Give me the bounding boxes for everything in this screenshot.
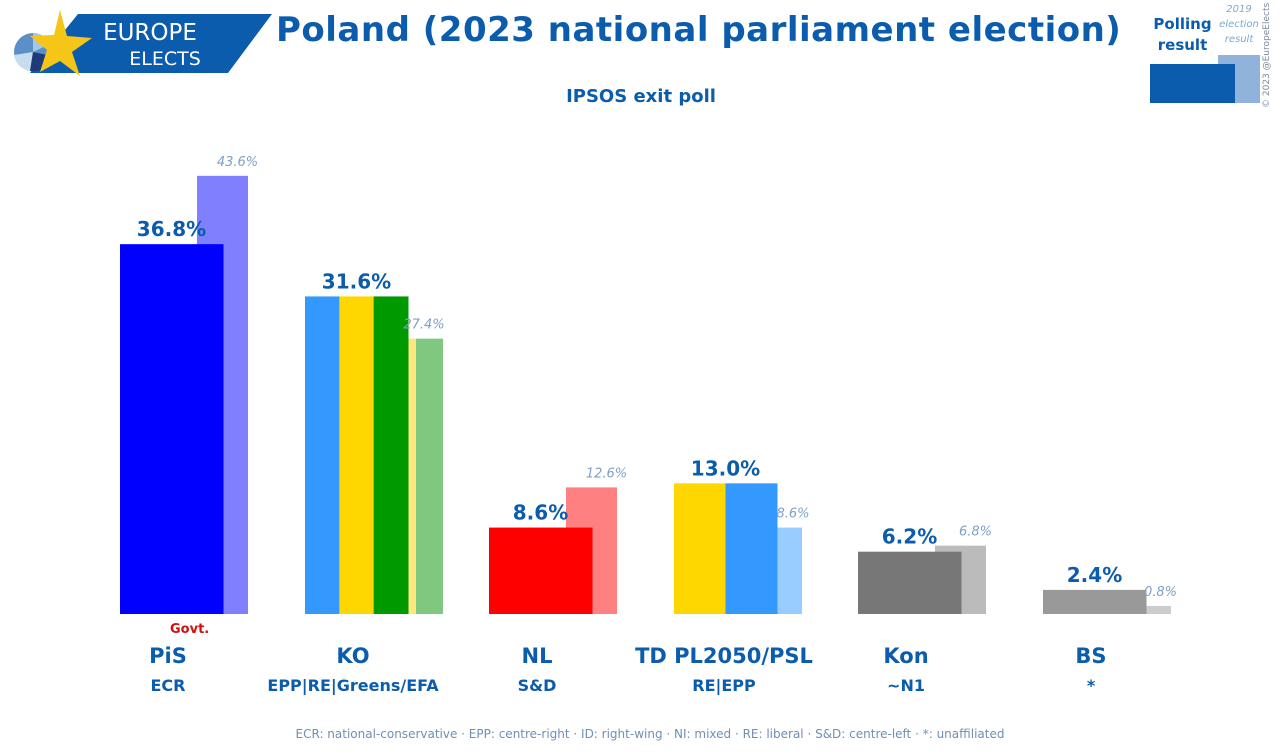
legend-prev-label-line1: 2019 <box>1226 4 1252 15</box>
poll-bar-ko-segment-0 <box>305 296 340 614</box>
party-group-bs: * <box>1086 676 1096 695</box>
poll-bar-ko-segment-1 <box>339 296 375 614</box>
legend-prev-label: 2019 election result <box>1217 2 1261 47</box>
party-name-pis: PiS <box>149 644 187 668</box>
party-group-pis: ECR <box>150 676 186 695</box>
legend-prev-label-line3: result <box>1224 34 1254 45</box>
prev-value-label-ko: 27.4% <box>403 318 444 333</box>
party-group-ko: EPP|RE|Greens/EFA <box>267 676 439 695</box>
party-group-td-pl2050-psl: RE|EPP <box>692 676 756 695</box>
poll-bar-td-pl2050-psl-segment-0 <box>674 483 726 614</box>
party-name-kon: Kon <box>883 644 929 668</box>
prev-value-label-pis: 43.6% <box>217 155 258 170</box>
logo-banner <box>30 14 272 73</box>
govt-annotation: Govt. <box>170 622 210 637</box>
poll-bar-kon <box>858 551 962 614</box>
prev-value-label-nl: 12.6% <box>586 466 627 481</box>
poll-value-label-ko: 31.6% <box>322 269 391 293</box>
poll-value-label-bs: 2.4% <box>1067 563 1122 587</box>
europe-elects-logo: EUROPE ELECTS <box>0 0 280 80</box>
poll-value-label-nl: 8.6% <box>513 501 568 525</box>
legend: Polling result 2019 election result <box>1140 0 1280 115</box>
legend-poll-swatch <box>1150 64 1235 103</box>
legend-prev-label-line2: election <box>1219 19 1259 30</box>
poll-bar-bs <box>1043 589 1147 614</box>
footnote: ECR: national-conservative · EPP: centre… <box>295 727 1005 741</box>
logo-line2: ELECTS <box>129 48 201 70</box>
prev-bar-td-pl2050-psl <box>776 527 802 614</box>
poll-bar-ko-segment-2 <box>373 296 409 614</box>
prev-value-label-kon: 6.8% <box>959 525 992 540</box>
party-name-bs: BS <box>1075 644 1107 668</box>
prev-bar-ko-segment-0 <box>406 338 416 614</box>
prev-value-label-td-pl2050-psl: 8.6% <box>776 507 809 522</box>
prev-bar-ko-segment-1 <box>416 338 443 614</box>
party-name-nl: NL <box>521 644 553 668</box>
logo-line1: EUROPE <box>103 20 197 46</box>
legend-poll-label: Polling result <box>1150 14 1215 56</box>
party-name-ko: KO <box>336 644 370 668</box>
party-group-kon: ~N1 <box>887 676 925 695</box>
poll-value-label-td-pl2050-psl: 13.0% <box>691 456 760 480</box>
poll-bar-nl <box>489 527 593 614</box>
poll-value-label-pis: 36.8% <box>137 217 206 241</box>
poll-value-label-kon: 6.2% <box>882 525 937 549</box>
legend-poll-label-line2: result <box>1157 36 1208 54</box>
party-group-nl: S&D <box>517 676 557 695</box>
chart-title: Poland (2023 national parliament electio… <box>276 10 1122 50</box>
poll-bar-pis <box>120 244 224 614</box>
party-name-td-pl2050-psl: TD PL2050/PSL <box>635 644 813 668</box>
chart-subtitle: IPSOS exit poll <box>566 86 716 107</box>
poll-bar-td-pl2050-psl-segment-1 <box>725 483 778 614</box>
star-icon <box>30 10 92 76</box>
legend-poll-label-line1: Polling <box>1153 15 1212 33</box>
prev-value-label-bs: 0.8% <box>1144 585 1177 600</box>
